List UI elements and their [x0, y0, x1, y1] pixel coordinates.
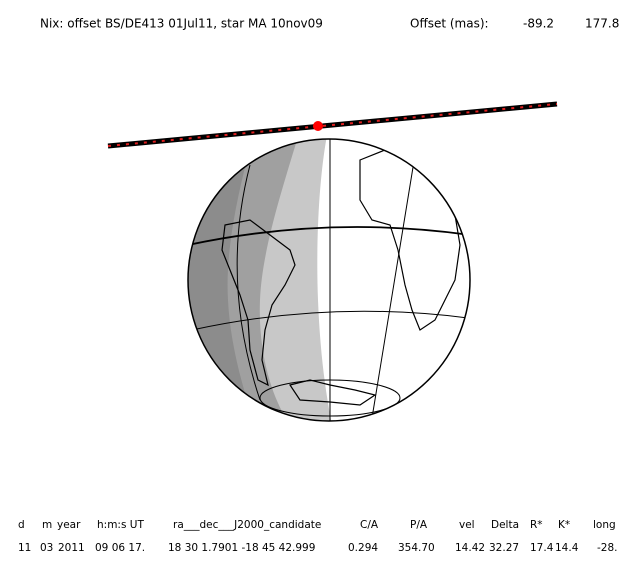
table-cell: 0.294 — [348, 542, 378, 554]
table-cell: 14.42 — [455, 542, 485, 554]
table-cell: 18 30 1.7901 -18 45 42.999 — [168, 542, 315, 554]
table-cell: 17.4 — [530, 542, 554, 554]
offset-y: 177.8 — [585, 17, 619, 31]
column-header: C/A — [360, 519, 379, 531]
table-cell: 09 06 17. — [95, 542, 145, 554]
table-cell: 2011 — [58, 542, 85, 554]
column-header: year — [57, 519, 81, 531]
title: Nix: offset BS/DE413 01Jul11, star MA 10… — [40, 17, 323, 31]
table-cell: 14.4 — [555, 542, 579, 554]
table-cell: -28. — [597, 542, 618, 554]
data-table: d m year h:m:s UT ra___dec___J2000_candidate… — [18, 519, 618, 554]
column-header: d — [18, 519, 25, 531]
occultation-path — [107, 101, 558, 149]
column-header: R* — [530, 519, 543, 531]
column-header: ra___dec___J2000_candidate — [173, 519, 321, 531]
column-header: vel — [459, 519, 475, 531]
table-cell: 354.70 — [398, 542, 435, 554]
offset-x: -89.2 — [523, 17, 554, 31]
table-cell: 03 — [40, 542, 53, 554]
column-header: P/A — [410, 519, 428, 531]
offset-label: Offset (mas): — [410, 17, 489, 31]
table-cell: 11 — [18, 542, 31, 554]
column-header: K* — [558, 519, 570, 531]
column-header: long — [593, 519, 616, 531]
column-header: Delta — [491, 519, 519, 531]
table-cell: 32.27 — [489, 542, 519, 554]
column-header: h:m:s UT — [97, 519, 144, 531]
globe — [187, 138, 471, 422]
column-header: m — [42, 519, 52, 531]
